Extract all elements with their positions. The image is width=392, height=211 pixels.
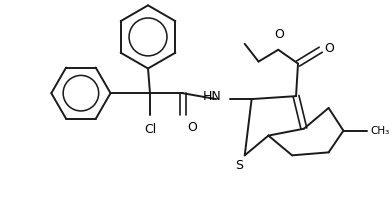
Text: S: S [235,159,243,172]
Text: CH₃: CH₃ [370,126,389,136]
Text: O: O [187,121,197,134]
Text: HN: HN [203,90,221,103]
Text: Cl: Cl [144,123,156,136]
Text: O: O [274,28,284,41]
Text: O: O [325,42,334,55]
